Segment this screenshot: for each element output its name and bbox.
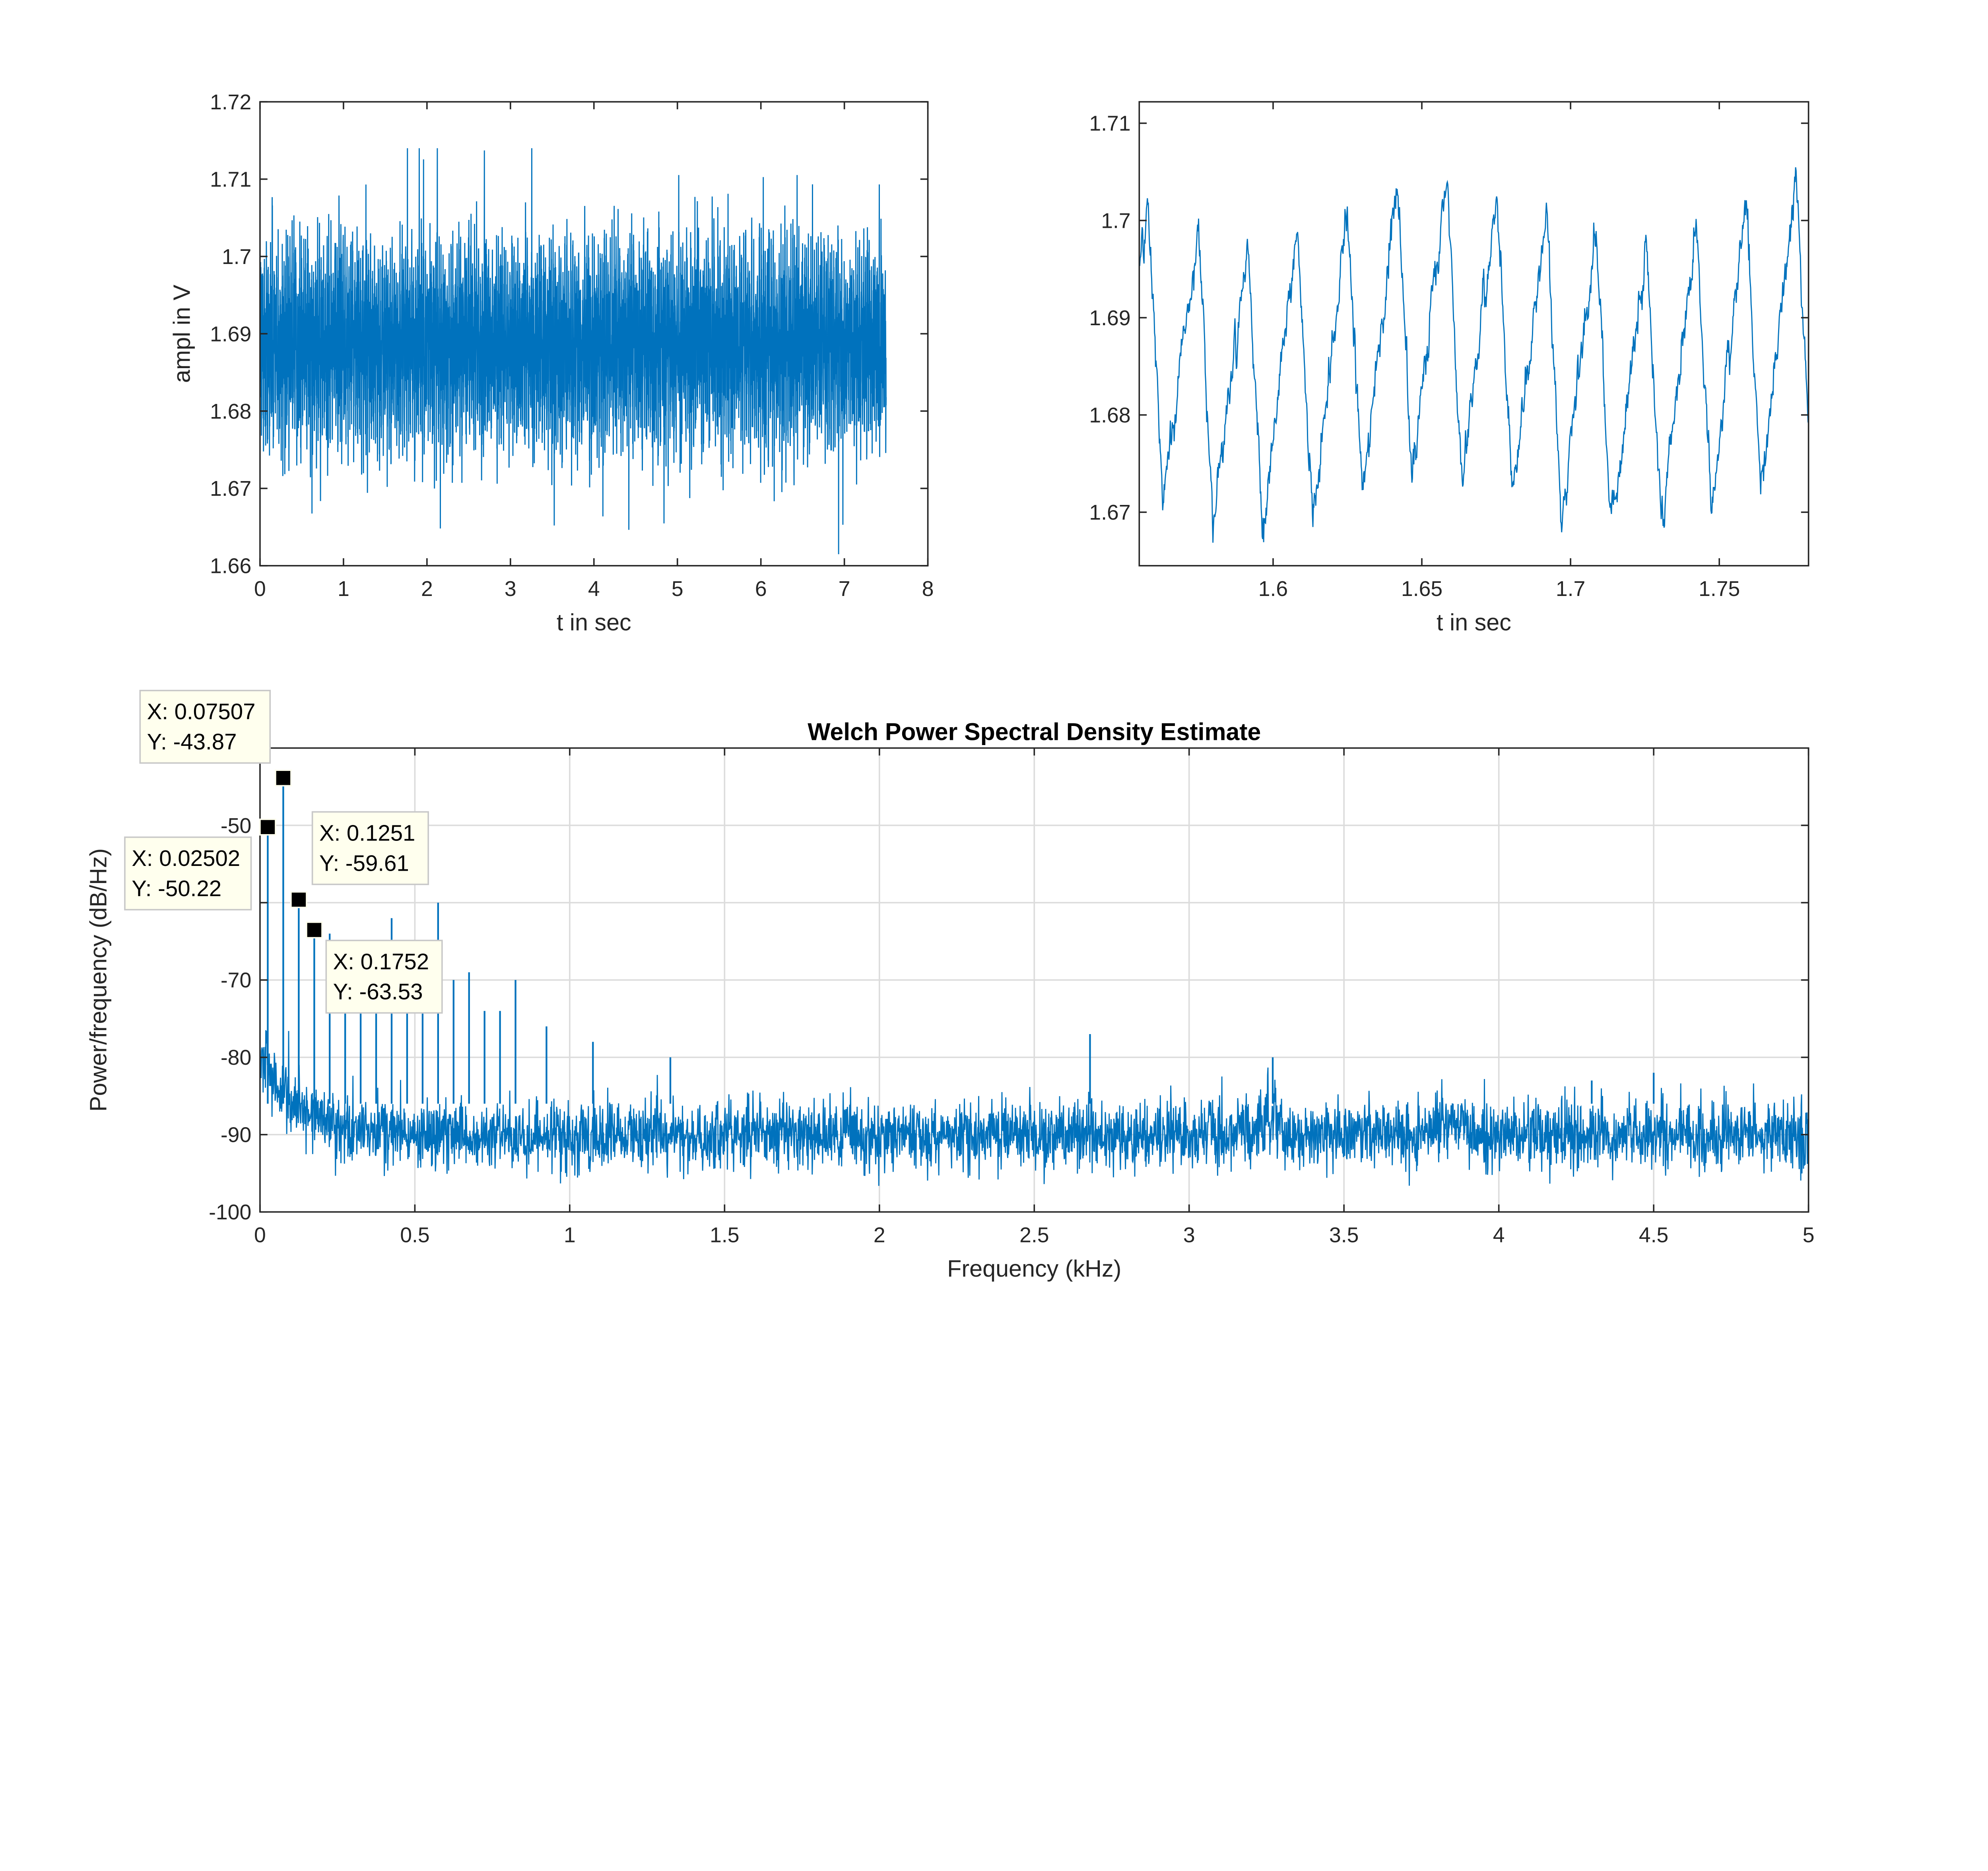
series-line xyxy=(259,148,887,554)
datatip-y: Y: -50.22 xyxy=(132,876,221,901)
y-tick-label: 1.67 xyxy=(210,477,251,501)
datatip-marker xyxy=(290,891,307,908)
datatip-x: X: 0.1251 xyxy=(319,820,415,845)
datatip-marker xyxy=(306,921,323,939)
x-tick-label: 3 xyxy=(505,577,516,601)
x-tick-label: 0 xyxy=(254,1223,266,1247)
y-tick-label: 1.68 xyxy=(210,400,251,423)
y-tick-label: 1.69 xyxy=(1089,307,1130,330)
x-axis-label: Frequency (kHz) xyxy=(947,1255,1121,1282)
axes-box xyxy=(1138,101,1809,567)
x-axis-label: t in sec xyxy=(557,609,631,636)
x-tick-label: 4 xyxy=(588,577,600,601)
y-tick-label: 1.7 xyxy=(222,245,251,269)
x-tick-label: 4.5 xyxy=(1639,1223,1668,1247)
y-tick-label: 1.72 xyxy=(210,91,251,114)
y-tick-label: -80 xyxy=(221,1046,251,1069)
y-tick-label: 1.71 xyxy=(210,168,251,191)
x-tick-label: 0.5 xyxy=(400,1223,429,1247)
x-tick-label: 4 xyxy=(1493,1223,1505,1247)
x-tick-label: 1.5 xyxy=(710,1223,739,1247)
y-tick-label: 1.67 xyxy=(1089,501,1130,524)
y-tick-label: -50 xyxy=(221,814,251,838)
datatip-marker xyxy=(275,769,292,787)
datatip-box xyxy=(124,836,252,910)
x-tick-label: 1.75 xyxy=(1699,577,1740,601)
datatip-x: X: 0.02502 xyxy=(132,846,240,871)
datatip-box xyxy=(325,939,443,1014)
x-tick-label: 1.65 xyxy=(1401,577,1442,601)
y-tick-label: -90 xyxy=(221,1124,251,1147)
y-axis-label: ampl in V xyxy=(168,284,195,383)
series-line xyxy=(1139,167,1809,543)
x-tick-label: 3 xyxy=(1183,1223,1195,1247)
plot-area xyxy=(1139,102,1809,566)
y-tick-label: 1.71 xyxy=(1089,112,1130,136)
x-tick-label: 7 xyxy=(839,577,850,601)
psd-chart: 0 0.5 1 1.5 2 2.5 3 3.5 4 4.5 5 -100 -90 -80 -70 -50 Fre… xyxy=(85,690,1815,1282)
x-tick-label: 5 xyxy=(672,577,683,601)
x-tick-label: 2 xyxy=(874,1223,885,1247)
y-axis-label: Power/frequency (dB/Hz) xyxy=(85,848,112,1112)
y-tick-label: -100 xyxy=(209,1201,251,1224)
x-tick-label: 0 xyxy=(254,577,266,601)
datatip-x: X: 0.1752 xyxy=(333,949,429,974)
y-tick-label: -70 xyxy=(221,969,251,992)
x-tick-label: 8 xyxy=(922,577,934,601)
x-tick-label: 6 xyxy=(755,577,767,601)
x-tick-label: 1.6 xyxy=(1258,577,1288,601)
datatip-y: Y: -63.53 xyxy=(333,979,423,1004)
series-line xyxy=(259,1030,1809,1186)
datatip: X: 0.1752 Y: -63.53 xyxy=(306,921,443,1014)
datatip-box xyxy=(139,690,271,764)
datatip-y: Y: -43.87 xyxy=(147,729,237,754)
x-tick-label: 3.5 xyxy=(1329,1223,1359,1247)
time-full-chart: 0 1 2 3 4 5 6 7 8 1.66 1.67 1.68 1.69 1.7 1.71 1.72 t in… xyxy=(168,91,934,636)
x-tick-label: 1.7 xyxy=(1556,577,1585,601)
y-tick-label: 1.68 xyxy=(1089,404,1130,427)
y-tick-label: 1.7 xyxy=(1101,209,1130,233)
x-axis-label: t in sec xyxy=(1437,609,1511,636)
time-zoom-chart: 1.6 1.65 1.7 1.75 1.67 1.68 1.69 1.7 1.71 t in se… xyxy=(1089,101,1809,636)
datatip-x: X: 0.07507 xyxy=(147,699,256,724)
datatip-box xyxy=(311,811,429,885)
y-tick-label: 1.66 xyxy=(210,555,251,578)
x-tick-label: 1 xyxy=(338,577,349,601)
x-tick-label: 5 xyxy=(1803,1223,1815,1247)
datatip-y: Y: -59.61 xyxy=(319,850,409,875)
datatip: X: 0.1251 Y: -59.61 xyxy=(290,811,429,908)
series-group xyxy=(259,148,887,554)
y-tick-label: 1.69 xyxy=(210,322,251,346)
figure: 0 1 2 3 4 5 6 7 81.661.671.681.691.71.711.72t in… xyxy=(85,91,1815,1282)
datatip: X: 0.02502 Y: -50.22 xyxy=(124,818,276,910)
datatip-marker xyxy=(259,818,276,836)
x-tick-label: 2 xyxy=(421,577,433,601)
x-tick-label: 2.5 xyxy=(1019,1223,1049,1247)
x-tick-label: 1 xyxy=(564,1223,576,1247)
chart-title: Welch Power Spectral Density Estimate xyxy=(808,718,1261,745)
datatip: X: 0.07507 Y: -43.87 xyxy=(139,690,292,787)
